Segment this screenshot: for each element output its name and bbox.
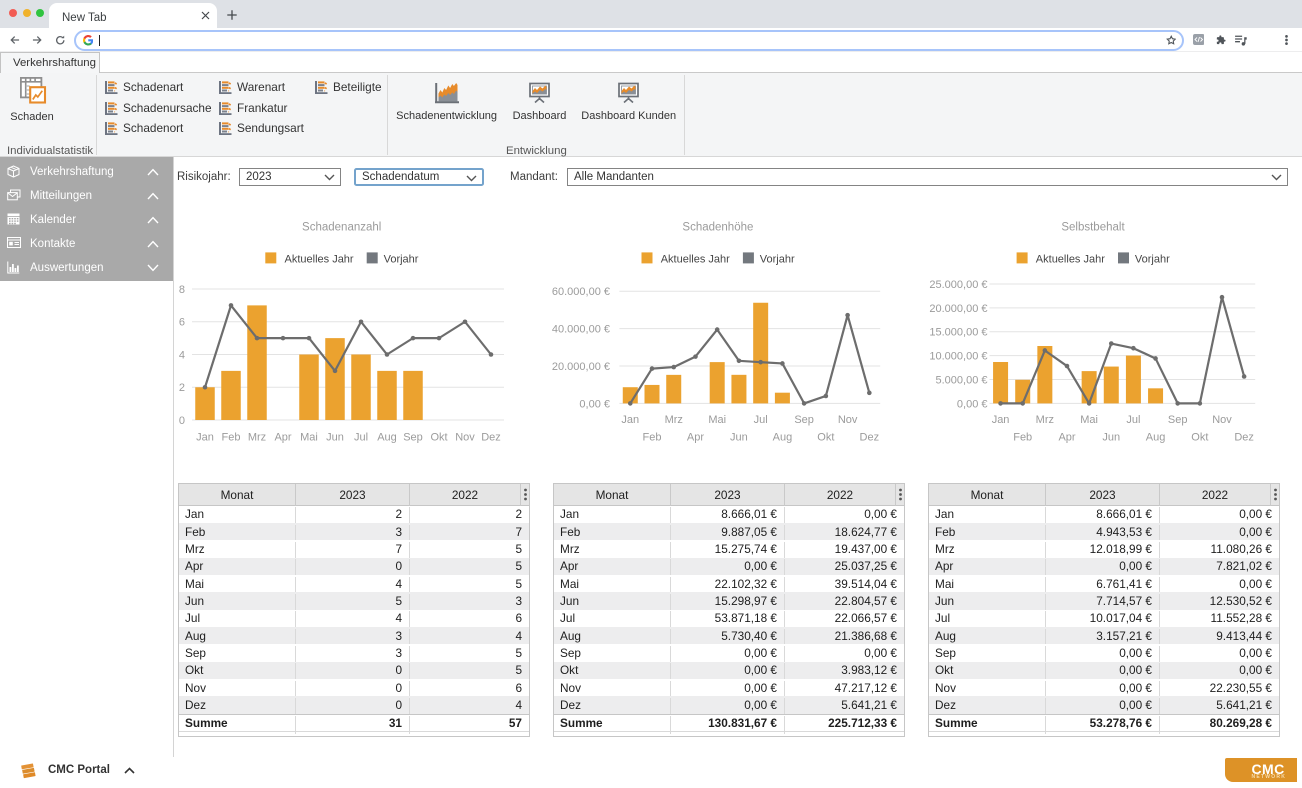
svg-text:Mrz: Mrz — [248, 432, 266, 444]
svg-text:2: 2 — [179, 382, 185, 394]
svg-text:Jul: Jul — [354, 432, 368, 444]
svg-text:Sep: Sep — [1168, 414, 1188, 426]
svg-text:Selbstbehalt: Selbstbehalt — [1061, 222, 1125, 234]
svg-text:Schadenhöhe: Schadenhöhe — [682, 222, 753, 234]
svg-text:4: 4 — [179, 349, 185, 361]
svg-text:Mai: Mai — [300, 432, 318, 444]
svg-text:60.000,00 €: 60.000,00 € — [552, 286, 610, 298]
svg-text:Jun: Jun — [1102, 432, 1120, 444]
svg-text:Mrz: Mrz — [1036, 414, 1054, 426]
svg-text:Schadenanzahl: Schadenanzahl — [302, 222, 381, 234]
svg-text:Jan: Jan — [621, 414, 639, 426]
svg-text:Dez: Dez — [481, 432, 501, 444]
svg-text:Aktuelles Jahr: Aktuelles Jahr — [285, 253, 354, 265]
svg-text:Feb: Feb — [222, 432, 241, 444]
svg-text:Okt: Okt — [817, 432, 834, 444]
svg-text:15.000,00 €: 15.000,00 € — [929, 327, 987, 339]
svg-text:Jul: Jul — [1126, 414, 1140, 426]
svg-text:Apr: Apr — [687, 432, 704, 444]
svg-text:Aug: Aug — [377, 432, 397, 444]
svg-text:Sep: Sep — [403, 432, 423, 444]
svg-text:Apr: Apr — [274, 432, 291, 444]
svg-text:Jan: Jan — [992, 414, 1010, 426]
svg-text:Mrz: Mrz — [665, 414, 683, 426]
svg-text:Apr: Apr — [1058, 432, 1075, 444]
svg-text:0,00 €: 0,00 € — [579, 398, 610, 410]
svg-text:Feb: Feb — [1013, 432, 1032, 444]
svg-text:6: 6 — [179, 317, 185, 329]
svg-text:8: 8 — [179, 284, 185, 296]
svg-text:Dez: Dez — [860, 432, 880, 444]
svg-text:Nov: Nov — [455, 432, 475, 444]
svg-text:40.000,00 €: 40.000,00 € — [552, 324, 610, 336]
svg-text:Aug: Aug — [1146, 432, 1166, 444]
svg-text:20.000,00 €: 20.000,00 € — [929, 303, 987, 315]
svg-text:Jun: Jun — [730, 432, 748, 444]
svg-text:Mai: Mai — [708, 414, 726, 426]
svg-text:Okt: Okt — [1191, 432, 1208, 444]
svg-text:Dez: Dez — [1234, 432, 1254, 444]
svg-text:Sep: Sep — [794, 414, 814, 426]
svg-text:Okt: Okt — [430, 432, 447, 444]
svg-text:Vorjahr: Vorjahr — [384, 253, 419, 265]
svg-text:Aktuelles Jahr: Aktuelles Jahr — [661, 253, 730, 265]
svg-text:0,00 €: 0,00 € — [957, 398, 988, 410]
svg-text:Nov: Nov — [1212, 414, 1232, 426]
svg-text:20.000,00 €: 20.000,00 € — [552, 361, 610, 373]
svg-text:Vorjahr: Vorjahr — [1135, 253, 1170, 265]
svg-text:0: 0 — [179, 415, 185, 427]
svg-text:Aktuelles Jahr: Aktuelles Jahr — [1036, 253, 1105, 265]
svg-text:Mai: Mai — [1080, 414, 1098, 426]
svg-text:Feb: Feb — [643, 432, 662, 444]
svg-text:25.000,00 €: 25.000,00 € — [929, 279, 987, 291]
svg-text:Jun: Jun — [326, 432, 344, 444]
svg-text:Jul: Jul — [754, 414, 768, 426]
svg-text:Jan: Jan — [196, 432, 214, 444]
svg-text:Vorjahr: Vorjahr — [760, 253, 795, 265]
svg-text:5.000,00 €: 5.000,00 € — [936, 374, 988, 386]
svg-text:10.000,00 €: 10.000,00 € — [929, 351, 987, 363]
svg-text:Nov: Nov — [838, 414, 858, 426]
svg-text:Aug: Aug — [773, 432, 793, 444]
